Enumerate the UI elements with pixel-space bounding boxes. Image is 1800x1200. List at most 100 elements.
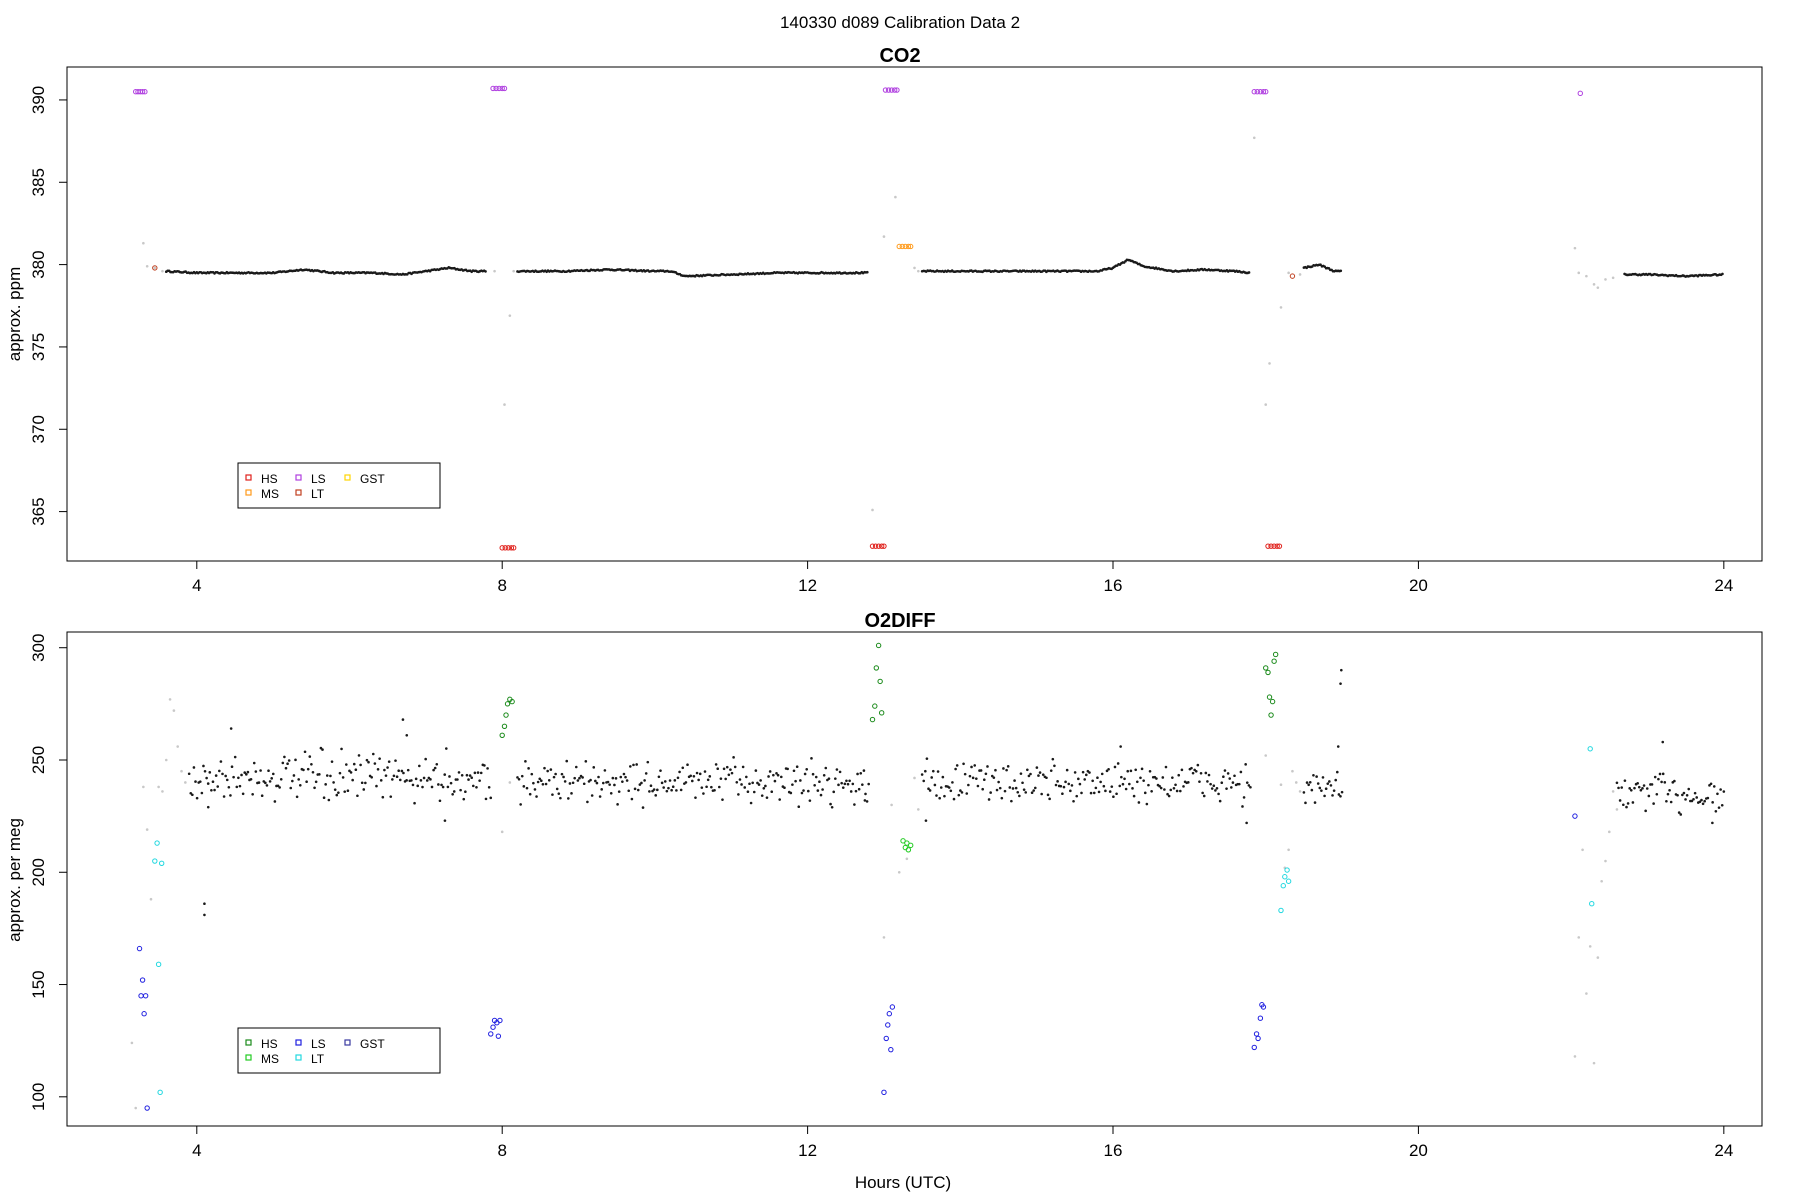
co2-flagged-point — [1264, 403, 1268, 406]
o2diff-data-point — [544, 782, 548, 786]
o2diff-data-point — [468, 774, 472, 777]
o2diff-data-point — [1166, 792, 1169, 796]
o2diff-data-point — [1658, 772, 1662, 776]
o2diff-data-point — [340, 747, 343, 751]
o2diff-data-point — [286, 762, 289, 766]
co2-x-tick-label: 16 — [1104, 576, 1123, 595]
o2diff-data-point — [1002, 767, 1005, 770]
o2diff-data-point — [1014, 786, 1018, 790]
o2diff-data-point — [306, 767, 310, 771]
o2diff-calibration-point-ls — [1257, 1015, 1264, 1021]
o2diff-data-point — [475, 785, 478, 789]
o2diff-flagged-point — [161, 790, 164, 793]
o2diff-data-point — [805, 768, 809, 771]
o2diff-calibration-point-hs — [875, 642, 882, 649]
o2diff-data-point — [851, 782, 855, 786]
o2diff-data-point — [516, 776, 519, 779]
o2diff-data-point — [727, 773, 731, 777]
o2diff-data-point — [562, 775, 565, 779]
o2diff-data-point — [1054, 783, 1058, 787]
o2diff-data-point — [1677, 811, 1681, 814]
o2diff-data-point — [281, 761, 285, 765]
o2diff-data-point — [995, 788, 999, 792]
o2diff-data-point — [394, 759, 397, 762]
o2diff-data-point — [260, 794, 264, 797]
o2diff-data-point — [329, 774, 332, 778]
o2diff-calibration-point-lt — [1285, 878, 1292, 884]
o2diff-data-point — [335, 793, 339, 797]
o2diff-data-point — [925, 757, 929, 760]
o2diff-x-tick-label: 4 — [192, 1141, 201, 1160]
o2diff-data-point — [1019, 772, 1023, 775]
o2diff-data-point — [1027, 774, 1031, 778]
o2diff-data-point — [457, 771, 461, 774]
co2-calibration-point-hs — [1274, 543, 1280, 549]
o2diff-flagged-point — [1615, 808, 1619, 811]
o2diff-data-point — [570, 792, 573, 795]
o2diff-data-point — [1618, 799, 1622, 802]
co2-flagged-point — [1596, 286, 1600, 289]
o2diff-calibration-point-lt — [1282, 874, 1288, 880]
o2diff-data-point — [818, 780, 821, 784]
o2diff-data-point — [1242, 796, 1246, 799]
o2diff-y-tick-label: 150 — [29, 970, 48, 998]
o2diff-data-point — [1150, 789, 1153, 793]
o2diff-data-point — [1135, 780, 1139, 784]
o2diff-data-point — [1056, 780, 1059, 783]
o2diff-data-point — [1692, 797, 1695, 801]
o2diff-data-point — [430, 785, 434, 789]
o2diff-data-point — [1091, 779, 1094, 783]
co2-data-point — [484, 270, 487, 273]
o2diff-data-point — [1037, 774, 1040, 777]
o2diff-data-point — [1158, 784, 1161, 788]
o2diff-data-point — [1334, 778, 1338, 782]
o2diff-data-point — [567, 797, 570, 800]
o2diff-data-point — [237, 776, 240, 780]
o2diff-data-point — [1237, 782, 1241, 786]
o2diff-data-point — [241, 792, 245, 796]
o2diff-flagged-point — [1600, 879, 1603, 883]
o2diff-data-point — [208, 771, 212, 774]
o2diff-flagged-point — [1264, 754, 1268, 757]
o2diff-data-point — [532, 781, 535, 785]
o2diff-data-point — [1049, 769, 1053, 772]
co2-flagged-point — [145, 264, 149, 268]
o2diff-data-point — [640, 781, 643, 785]
o2diff-data-point — [270, 777, 274, 780]
o2diff-data-point — [920, 773, 924, 776]
o2diff-data-point — [1684, 798, 1687, 801]
o2diff-data-point — [517, 777, 521, 781]
o2diff-data-point — [484, 797, 488, 801]
o2diff-calibration-point-hs — [1265, 669, 1271, 676]
co2-flagged-point — [894, 195, 897, 199]
o2diff-data-point — [448, 775, 451, 778]
o2diff-data-point — [541, 782, 545, 786]
co2-y-axis-label: approx. ppm — [5, 267, 24, 362]
o2diff-data-point — [783, 786, 786, 790]
o2diff-data-point — [1186, 781, 1190, 784]
o2diff-data-point — [867, 782, 870, 786]
o2diff-data-point — [971, 776, 975, 780]
o2diff-data-point — [1140, 767, 1144, 771]
co2-calibration-point-hs — [1276, 543, 1283, 549]
o2diff-data-point — [638, 783, 642, 786]
o2diff-data-point — [437, 783, 440, 786]
o2diff-data-point — [841, 786, 845, 789]
o2diff-data-point — [757, 783, 761, 786]
o2diff-data-point — [1639, 788, 1643, 792]
o2diff-flagged-point — [913, 776, 916, 780]
o2diff-data-point — [816, 789, 820, 792]
o2diff-data-point — [598, 795, 602, 798]
o2diff-data-point — [1041, 773, 1045, 776]
o2diff-data-point — [1716, 792, 1719, 796]
o2diff-data-point — [291, 779, 294, 783]
o2diff-data-layer — [130, 642, 1726, 1111]
co2-flagged-point — [503, 403, 506, 406]
o2diff-data-point — [1011, 787, 1015, 790]
o2diff-data-point — [1099, 780, 1102, 784]
o2diff-data-point — [791, 783, 794, 786]
o2diff-data-point — [1339, 682, 1342, 685]
o2diff-data-point — [398, 778, 402, 782]
o2diff-data-point — [614, 777, 618, 780]
o2diff-data-point — [837, 783, 840, 787]
